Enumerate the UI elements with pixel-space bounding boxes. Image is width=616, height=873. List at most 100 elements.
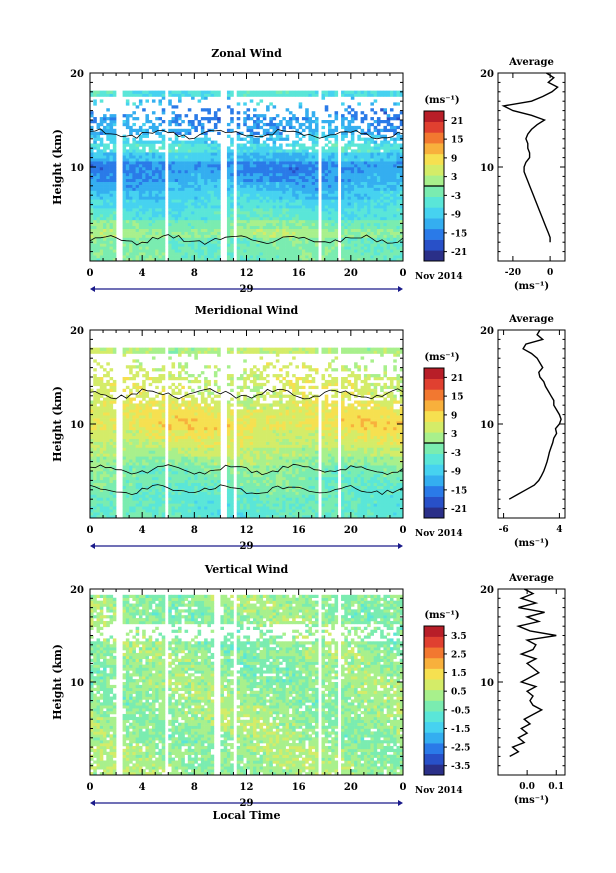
colorbar-swatch bbox=[424, 218, 444, 229]
colorbar-tick-label: 2.5 bbox=[451, 650, 467, 660]
x-tick-label: 16 bbox=[292, 268, 306, 279]
x-tick-label: 16 bbox=[292, 525, 306, 536]
colorbar-swatch bbox=[424, 422, 444, 433]
x-tick-label: 0 bbox=[400, 525, 407, 536]
day-arrow-left-head bbox=[90, 800, 95, 806]
average-x-tick-label: 0 bbox=[547, 268, 553, 278]
colorbar-swatch bbox=[424, 389, 444, 400]
colorbar-tick-label: -3 bbox=[451, 192, 461, 202]
colorbar-tick-label: 3 bbox=[451, 173, 457, 183]
colorbar-tick-label: -15 bbox=[451, 486, 467, 496]
y-tick-label: 20 bbox=[70, 326, 84, 337]
day-arrow-right-head bbox=[398, 543, 403, 549]
colorbar-swatch bbox=[424, 464, 444, 475]
average-units: (ms⁻¹) bbox=[514, 538, 549, 549]
colorbar-swatch bbox=[424, 207, 444, 218]
colorbar-swatch bbox=[424, 132, 444, 143]
x-tick-label: 12 bbox=[240, 268, 254, 279]
colorbar-swatch bbox=[424, 197, 444, 208]
x-tick-label: 4 bbox=[139, 782, 146, 793]
colorbar-tick-label: -9 bbox=[451, 211, 461, 221]
panel-title: Zonal Wind bbox=[211, 47, 282, 60]
y-tick-label: 10 bbox=[70, 678, 84, 689]
colorbar-swatch bbox=[424, 175, 444, 186]
colorbar-tick-label: -21 bbox=[451, 248, 467, 258]
y-tick-label: 20 bbox=[70, 585, 84, 596]
colorbar-swatch bbox=[424, 250, 444, 261]
colorbar-tick-label: 21 bbox=[451, 374, 464, 384]
x-tick-label: 12 bbox=[240, 782, 254, 793]
panel-title: Vertical Wind bbox=[204, 563, 289, 576]
colorbar-swatch bbox=[424, 411, 444, 422]
colorbar-swatch bbox=[424, 122, 444, 133]
colorbar-swatch bbox=[424, 764, 444, 775]
day-arrow-left-head bbox=[90, 543, 95, 549]
colorbar-swatch bbox=[424, 743, 444, 754]
colorbar-swatch bbox=[424, 432, 444, 443]
colorbar-swatch bbox=[424, 154, 444, 165]
colorbar-swatch bbox=[424, 143, 444, 154]
colorbar-swatch bbox=[424, 732, 444, 743]
x-tick-label: 20 bbox=[344, 268, 358, 279]
colorbar-tick-label: 9 bbox=[451, 411, 457, 421]
y-axis-label: Height (km) bbox=[51, 129, 64, 205]
y-axis-label: Height (km) bbox=[51, 386, 64, 462]
colorbar-tick-label: -3 bbox=[451, 449, 461, 459]
colorbar-tick-label: 15 bbox=[451, 393, 464, 403]
x-axis-label: Local Time bbox=[213, 809, 281, 822]
colorbar-swatch bbox=[424, 647, 444, 658]
day-label: 29 bbox=[240, 798, 254, 809]
colorbar-tick-label: 1.5 bbox=[451, 669, 467, 679]
colorbar-swatch bbox=[424, 229, 444, 240]
x-tick-label: 0 bbox=[87, 268, 94, 279]
colorbar-swatch bbox=[424, 679, 444, 690]
colorbar-swatch bbox=[424, 443, 444, 454]
colorbar-units: (ms⁻¹) bbox=[424, 610, 459, 621]
colorbar-swatch bbox=[424, 400, 444, 411]
colorbar-tick-label: -3.5 bbox=[451, 762, 470, 772]
average-title: Average bbox=[508, 314, 554, 325]
x-tick-label: 4 bbox=[139, 268, 146, 279]
average-y-tick-label: 10 bbox=[480, 420, 494, 431]
colorbar-swatch bbox=[424, 454, 444, 465]
x-tick-label: 0 bbox=[400, 782, 407, 793]
average-y-tick-label: 10 bbox=[480, 163, 494, 174]
colorbar-swatch bbox=[424, 658, 444, 669]
x-tick-label: 8 bbox=[191, 782, 198, 793]
colorbar-swatch bbox=[424, 111, 444, 122]
colorbar-swatch bbox=[424, 722, 444, 733]
average-x-tick-label: -20 bbox=[505, 268, 521, 278]
colorbar-swatch bbox=[424, 626, 444, 637]
colorbar-tick-label: -15 bbox=[451, 229, 467, 239]
colorbar-swatch bbox=[424, 240, 444, 251]
average-title: Average bbox=[508, 57, 554, 68]
average-units: (ms⁻¹) bbox=[514, 795, 549, 806]
colorbar-tick-label: -2.5 bbox=[451, 744, 470, 754]
colorbar-swatch bbox=[424, 690, 444, 701]
heatmap-cells bbox=[90, 595, 403, 775]
average-line bbox=[509, 330, 561, 499]
average-y-tick-label: 20 bbox=[480, 326, 494, 337]
x-tick-label: 20 bbox=[344, 782, 358, 793]
colorbar-swatch bbox=[424, 165, 444, 176]
colorbar-swatch bbox=[424, 669, 444, 680]
x-tick-label: 0 bbox=[400, 268, 407, 279]
day-label: 29 bbox=[240, 284, 254, 295]
colorbar-tick-label: 3 bbox=[451, 430, 457, 440]
colorbar-swatch bbox=[424, 701, 444, 712]
colorbar-swatch bbox=[424, 379, 444, 390]
x-tick-label: 20 bbox=[344, 525, 358, 536]
day-arrow-right-head bbox=[398, 800, 403, 806]
day-arrow-left-head bbox=[90, 286, 95, 292]
colorbar-units: (ms⁻¹) bbox=[424, 95, 459, 106]
x-tick-label: 0 bbox=[87, 782, 94, 793]
colorbar-swatch bbox=[424, 754, 444, 765]
colorbar-swatch bbox=[424, 637, 444, 648]
y-tick-label: 10 bbox=[70, 420, 84, 431]
